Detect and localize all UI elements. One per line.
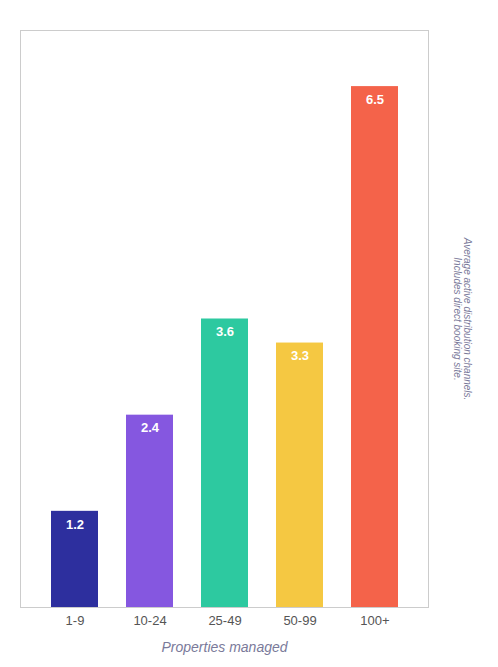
svg-text:50-99: 50-99	[283, 613, 316, 628]
svg-text:3.6: 3.6	[216, 324, 234, 339]
svg-text:3.3: 3.3	[291, 348, 309, 363]
svg-text:10-24: 10-24	[133, 613, 166, 628]
svg-text:1-9: 1-9	[66, 613, 85, 628]
svg-text:Properties managed: Properties managed	[161, 639, 288, 655]
svg-text:100+: 100+	[360, 613, 389, 628]
svg-text:6.5: 6.5	[366, 92, 384, 107]
svg-text:Average active distribution ch: Average active distribution channels.Inc…	[452, 237, 473, 401]
svg-text:25-49: 25-49	[208, 613, 241, 628]
svg-text:2.4: 2.4	[141, 420, 160, 435]
svg-text:1.2: 1.2	[66, 517, 84, 532]
